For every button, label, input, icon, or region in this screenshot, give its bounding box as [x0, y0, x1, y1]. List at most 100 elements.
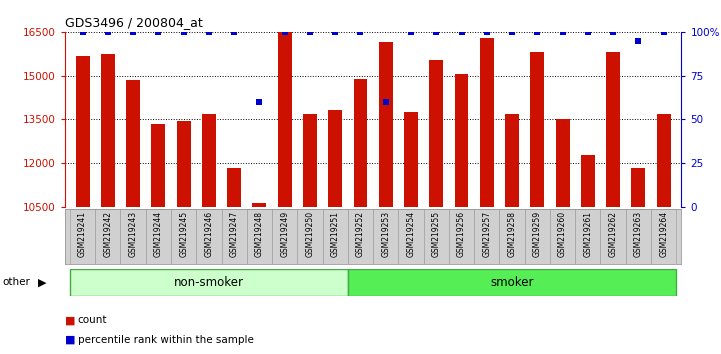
Point: [481, 29, 492, 35]
Point: [405, 29, 417, 35]
Bar: [120, 209, 146, 264]
Point: [203, 29, 215, 35]
Bar: [424, 209, 449, 264]
Text: GSM219244: GSM219244: [154, 211, 163, 257]
Bar: [353, 79, 368, 354]
Point: [456, 29, 467, 35]
Bar: [303, 114, 317, 354]
Bar: [632, 168, 645, 354]
Bar: [252, 203, 266, 354]
Point: [557, 29, 568, 35]
Bar: [126, 80, 140, 354]
Text: smoker: smoker: [490, 276, 534, 289]
Text: GSM219261: GSM219261: [583, 211, 593, 257]
Bar: [575, 209, 601, 264]
Text: non-smoker: non-smoker: [174, 276, 244, 289]
Point: [632, 38, 644, 44]
Bar: [531, 52, 544, 354]
Point: [658, 29, 669, 35]
Text: ■: ■: [65, 335, 76, 345]
Point: [355, 29, 366, 35]
Point: [430, 29, 442, 35]
Point: [254, 99, 265, 105]
Bar: [601, 209, 626, 264]
Point: [128, 29, 139, 35]
Bar: [95, 209, 120, 264]
Text: GSM219241: GSM219241: [78, 211, 87, 257]
Text: GSM219242: GSM219242: [103, 211, 112, 257]
Bar: [278, 32, 291, 354]
Point: [102, 29, 114, 35]
Text: GDS3496 / 200804_at: GDS3496 / 200804_at: [65, 16, 203, 29]
Bar: [348, 269, 676, 296]
Bar: [474, 209, 500, 264]
Text: percentile rank within the sample: percentile rank within the sample: [78, 335, 254, 345]
Point: [329, 29, 341, 35]
Point: [506, 29, 518, 35]
Bar: [505, 114, 519, 354]
Point: [304, 29, 316, 35]
Text: GSM219245: GSM219245: [179, 211, 188, 257]
Point: [582, 29, 593, 35]
Text: GSM219258: GSM219258: [508, 211, 516, 257]
Point: [380, 99, 392, 105]
Text: GSM219255: GSM219255: [432, 211, 441, 257]
Bar: [455, 74, 469, 354]
Bar: [525, 209, 550, 264]
Bar: [177, 121, 190, 354]
Bar: [151, 124, 165, 354]
Text: other: other: [2, 277, 30, 287]
Text: ■: ■: [65, 315, 76, 325]
Bar: [480, 38, 494, 354]
Bar: [221, 209, 247, 264]
Text: GSM219250: GSM219250: [306, 211, 314, 257]
Bar: [227, 168, 241, 354]
Text: GSM219246: GSM219246: [204, 211, 213, 257]
Text: GSM219260: GSM219260: [558, 211, 567, 257]
Text: ▶: ▶: [37, 277, 46, 287]
Bar: [626, 209, 651, 264]
Bar: [70, 269, 348, 296]
Bar: [272, 209, 297, 264]
Text: GSM219253: GSM219253: [381, 211, 390, 257]
Text: GSM219248: GSM219248: [255, 211, 264, 257]
Bar: [297, 209, 322, 264]
Text: GSM219256: GSM219256: [457, 211, 466, 257]
Bar: [581, 154, 595, 354]
Bar: [146, 209, 171, 264]
Point: [229, 29, 240, 35]
Bar: [196, 209, 221, 264]
Text: GSM219262: GSM219262: [609, 211, 618, 257]
Bar: [247, 209, 272, 264]
Point: [153, 29, 164, 35]
Bar: [171, 209, 196, 264]
Text: GSM219247: GSM219247: [230, 211, 239, 257]
Bar: [328, 110, 342, 354]
Text: count: count: [78, 315, 107, 325]
Point: [607, 29, 619, 35]
Bar: [322, 209, 348, 264]
Bar: [70, 209, 95, 264]
Text: GSM219254: GSM219254: [407, 211, 415, 257]
Bar: [429, 59, 443, 354]
Bar: [101, 54, 115, 354]
Text: GSM219257: GSM219257: [482, 211, 491, 257]
Bar: [449, 209, 474, 264]
Point: [279, 29, 291, 35]
Text: GSM219264: GSM219264: [659, 211, 668, 257]
Bar: [550, 209, 575, 264]
Bar: [500, 209, 525, 264]
Bar: [606, 52, 620, 354]
Bar: [556, 120, 570, 354]
Bar: [76, 56, 89, 354]
Text: GSM219251: GSM219251: [331, 211, 340, 257]
Text: GSM219259: GSM219259: [533, 211, 542, 257]
Bar: [348, 209, 373, 264]
Text: GSM219249: GSM219249: [280, 211, 289, 257]
Bar: [404, 112, 418, 354]
Bar: [202, 114, 216, 354]
Point: [531, 29, 543, 35]
Bar: [399, 209, 424, 264]
Text: GSM219263: GSM219263: [634, 211, 643, 257]
Text: GSM219243: GSM219243: [128, 211, 138, 257]
